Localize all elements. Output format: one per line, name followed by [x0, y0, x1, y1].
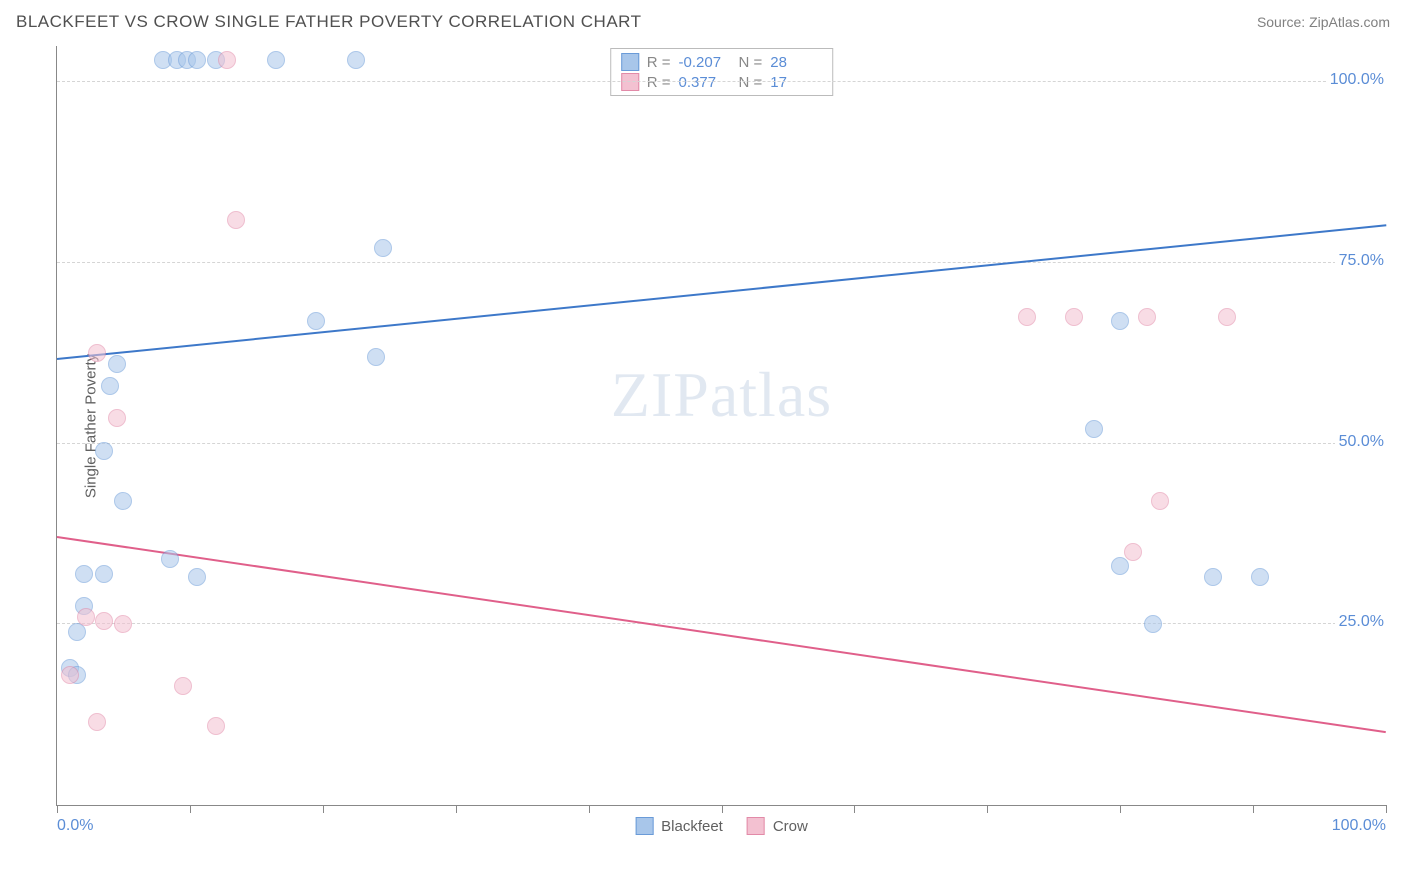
legend-item-blackfeet: Blackfeet [635, 817, 723, 835]
data-point [95, 442, 113, 460]
data-point [174, 677, 192, 695]
x-tick [456, 805, 457, 813]
data-point [161, 550, 179, 568]
x-tick [987, 805, 988, 813]
stats-r-value-blackfeet: -0.207 [679, 54, 731, 71]
data-point [114, 615, 132, 633]
gridline: 25.0% [57, 623, 1386, 624]
swatch-crow [747, 817, 765, 835]
x-tick [722, 805, 723, 813]
x-tick [57, 805, 58, 813]
data-point [188, 568, 206, 586]
watermark: ZIPatlas [611, 358, 832, 432]
stats-n-label: N = [739, 54, 763, 71]
y-grid-label: 25.0% [1335, 613, 1388, 631]
swatch-blackfeet [635, 817, 653, 835]
stats-legend: R = -0.207 N = 28 R = 0.377 N = 17 [610, 48, 834, 96]
data-point [75, 565, 93, 583]
data-point [1204, 568, 1222, 586]
y-grid-label: 100.0% [1326, 71, 1388, 89]
data-point [188, 51, 206, 69]
data-point [88, 713, 106, 731]
data-point [1018, 308, 1036, 326]
x-tick [1253, 805, 1254, 813]
data-point [1151, 492, 1169, 510]
trend-line [57, 536, 1386, 733]
gridline: 75.0% [57, 262, 1386, 263]
legend-label-crow: Crow [773, 818, 808, 835]
data-point [218, 51, 236, 69]
data-point [267, 51, 285, 69]
data-point [374, 239, 392, 257]
data-point [1124, 543, 1142, 561]
data-point [114, 492, 132, 510]
data-point [1138, 308, 1156, 326]
x-tick [1120, 805, 1121, 813]
legend-item-crow: Crow [747, 817, 808, 835]
source-label: Source: ZipAtlas.com [1257, 14, 1390, 30]
data-point [227, 211, 245, 229]
data-point [61, 666, 79, 684]
data-point [108, 355, 126, 373]
chart-header: BLACKFEET VS CROW SINGLE FATHER POVERTY … [8, 8, 1398, 40]
stats-n-value-blackfeet: 28 [770, 54, 822, 71]
data-point [95, 565, 113, 583]
x-tick [190, 805, 191, 813]
data-point [88, 344, 106, 362]
data-point [207, 717, 225, 735]
x-tick [589, 805, 590, 813]
stats-row-blackfeet: R = -0.207 N = 28 [621, 53, 823, 71]
legend-label-blackfeet: Blackfeet [661, 818, 723, 835]
stats-r-label: R = [647, 54, 671, 71]
chart-title: BLACKFEET VS CROW SINGLE FATHER POVERTY … [16, 12, 642, 32]
data-point [1144, 615, 1162, 633]
data-point [1065, 308, 1083, 326]
data-point [307, 312, 325, 330]
series-legend: Blackfeet Crow [635, 817, 808, 835]
data-point [347, 51, 365, 69]
x-axis-max-label: 100.0% [1332, 817, 1386, 835]
y-grid-label: 75.0% [1335, 252, 1388, 270]
x-tick [854, 805, 855, 813]
data-point [77, 608, 95, 626]
data-point [108, 409, 126, 427]
swatch-blackfeet [621, 53, 639, 71]
scatter-chart: Single Father Poverty ZIPatlas 0.0% 100.… [56, 46, 1386, 806]
y-grid-label: 50.0% [1335, 433, 1388, 451]
y-axis-title: Single Father Poverty [83, 353, 100, 497]
data-point [1111, 557, 1129, 575]
x-axis-min-label: 0.0% [57, 817, 93, 835]
trend-line [57, 225, 1386, 361]
gridline: 100.0% [57, 81, 1386, 82]
data-point [1251, 568, 1269, 586]
data-point [1218, 308, 1236, 326]
data-point [101, 377, 119, 395]
data-point [1085, 420, 1103, 438]
x-tick [323, 805, 324, 813]
data-point [367, 348, 385, 366]
data-point [1111, 312, 1129, 330]
data-point [95, 612, 113, 630]
x-tick [1386, 805, 1387, 813]
gridline: 50.0% [57, 443, 1386, 444]
